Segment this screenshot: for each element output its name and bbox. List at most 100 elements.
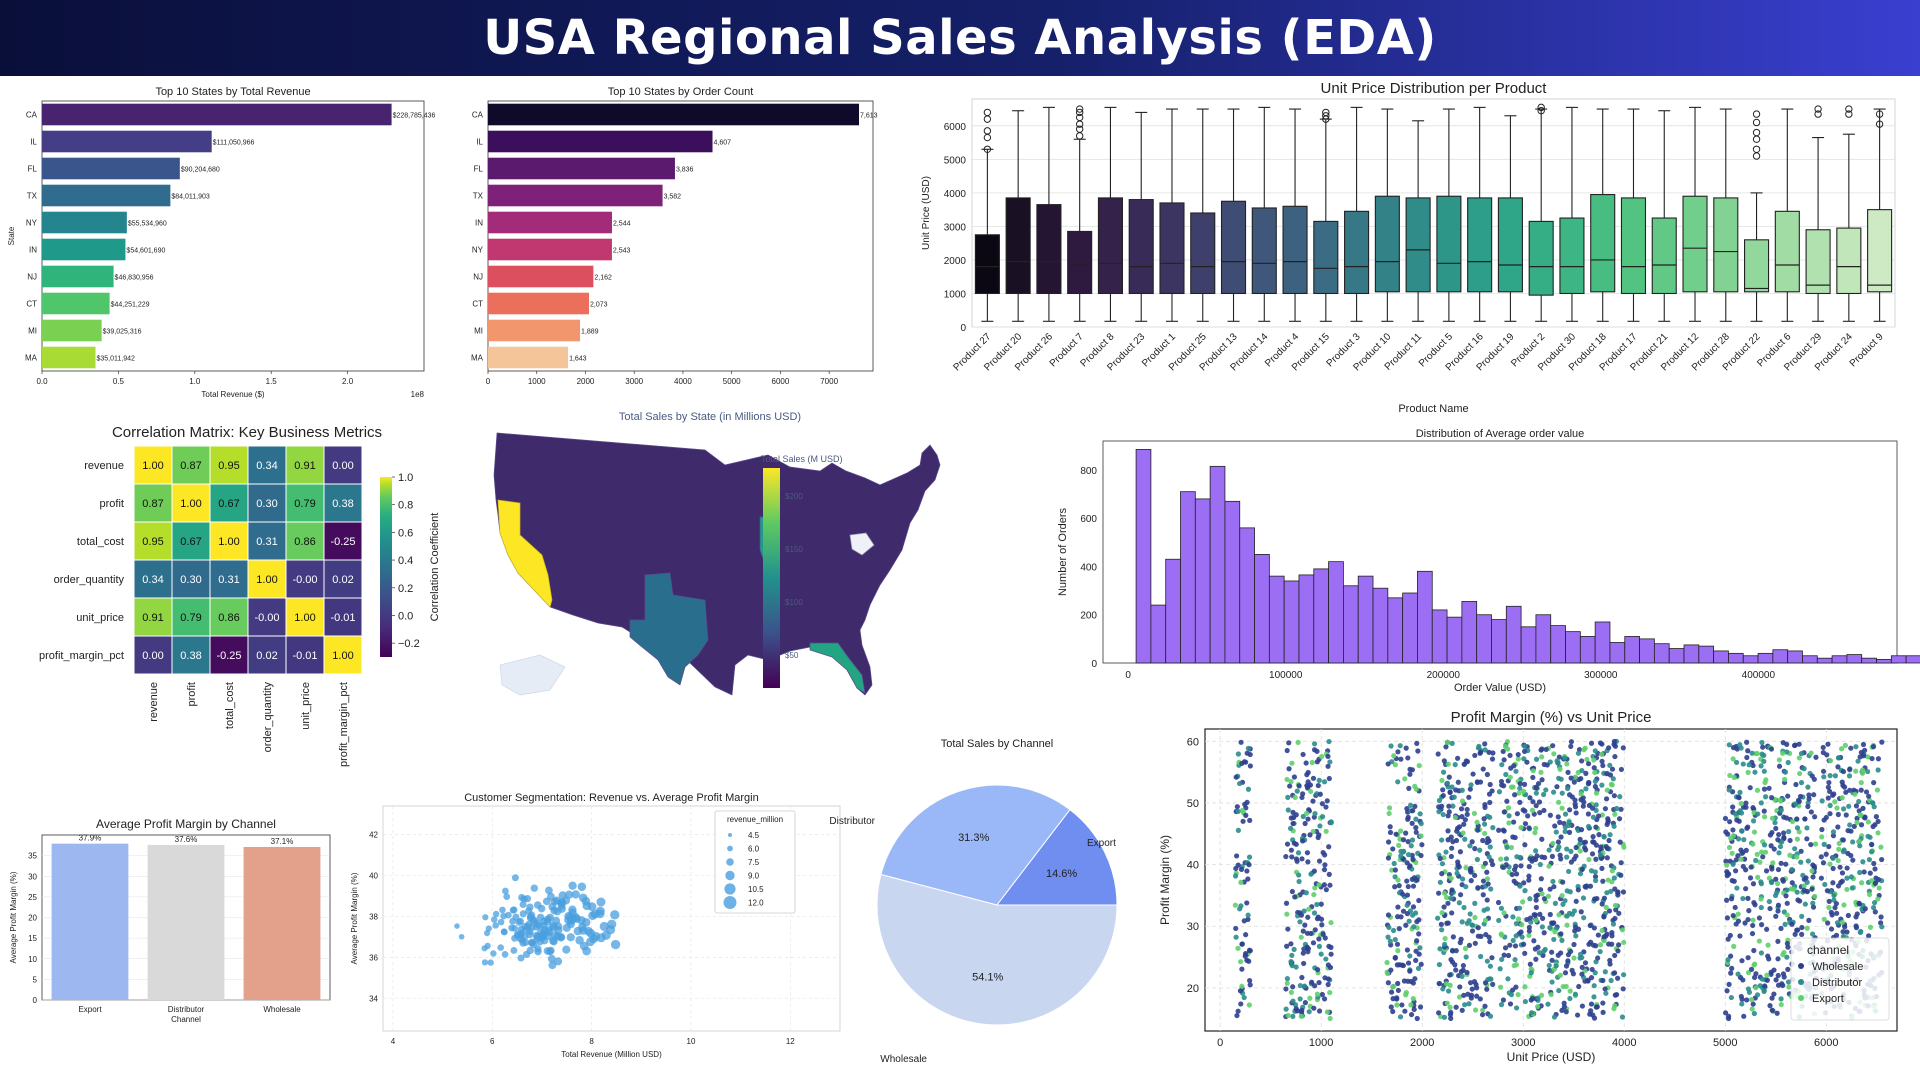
price-margin-point <box>1321 867 1328 873</box>
price-margin-point <box>1835 811 1841 818</box>
histogram-y-tick-label: 200 <box>1080 611 1097 622</box>
price-margin-point <box>1615 889 1621 895</box>
price-margin-point <box>1474 819 1480 825</box>
price-margin-point <box>1466 1001 1472 1007</box>
segmentation-legend-marker <box>725 870 735 881</box>
price-margin-point <box>1517 854 1523 860</box>
price-margin-point <box>1724 869 1730 875</box>
price-margin-point <box>1562 970 1569 976</box>
boxplot-box <box>1251 207 1277 295</box>
price-margin-point <box>1602 969 1608 975</box>
price-margin-point <box>1775 902 1782 908</box>
price-margin-point <box>1592 970 1598 976</box>
price-margin-point <box>1516 790 1522 796</box>
price-margin-point <box>1503 856 1510 862</box>
segmentation-point <box>490 950 497 957</box>
price-margin-point <box>1486 749 1492 755</box>
histogram-y-axis-label: Number of Orders <box>1057 507 1069 596</box>
price-margin-point <box>1726 844 1733 851</box>
price-margin-point <box>1603 990 1609 996</box>
price-margin-point <box>1733 857 1740 863</box>
price-margin-point <box>1440 769 1447 775</box>
price-margin-point <box>1610 921 1617 927</box>
price-margin-point <box>1312 885 1318 891</box>
price-margin-point <box>1550 878 1556 885</box>
price-margin-point <box>1320 931 1326 937</box>
price-margin-point <box>1821 817 1827 823</box>
heatmap-cell <box>247 559 287 599</box>
price-margin-point <box>1533 848 1539 854</box>
segmentation-legend-marker <box>728 833 732 837</box>
price-margin-point <box>1439 910 1445 916</box>
price-margin-point <box>1517 781 1523 787</box>
price-margin-point <box>1471 810 1477 817</box>
map-colorbar <box>763 468 780 688</box>
price-margin-point <box>1730 833 1736 839</box>
price-margin-point <box>1561 1004 1567 1010</box>
price-margin-point <box>1792 931 1798 937</box>
price-margin-point <box>1406 918 1412 924</box>
price-margin-point <box>1600 977 1606 984</box>
price-margin-point <box>1484 958 1490 964</box>
price-margin-point <box>1597 740 1604 746</box>
price-margin-point <box>1409 837 1416 843</box>
price-margin-point <box>1590 942 1597 948</box>
price-margin-point <box>1551 920 1557 926</box>
price-margin-point <box>1614 805 1620 812</box>
price-margin-point <box>1239 807 1245 814</box>
price-margin-point <box>1447 1004 1453 1010</box>
price-margin-point <box>1610 776 1616 782</box>
price-margin-point <box>1441 1014 1448 1020</box>
price-margin-point <box>1801 883 1807 889</box>
price-margin-point <box>1387 829 1394 836</box>
price-margin-point <box>1472 752 1478 759</box>
header-banner: USA Regional Sales Analysis (EDA) <box>0 0 1920 76</box>
price-margin-point <box>1545 893 1552 899</box>
price-margin-point <box>1405 816 1411 822</box>
price-margin-point <box>1825 920 1831 926</box>
revenue-by-state-chart: Top 10 States by Total Revenue CA $228,785… <box>0 80 450 399</box>
price-margin-point <box>1808 750 1814 756</box>
price-margin-point <box>1232 873 1239 879</box>
price-margin-point <box>1551 1014 1558 1020</box>
price-margin-point <box>1784 900 1790 906</box>
order-count-chart-bar <box>488 238 612 261</box>
price-margin-point <box>1291 840 1297 846</box>
order-count-chart-category-label: FL <box>474 165 484 174</box>
price-margin-point <box>1729 965 1735 971</box>
price-margin-point <box>1526 928 1532 934</box>
price-margin-point <box>1394 962 1400 968</box>
price-margin-point <box>1480 878 1487 884</box>
revenue-chart-bar <box>42 130 212 153</box>
price-margin-point <box>1302 1000 1308 1006</box>
histogram-bar <box>1461 601 1478 664</box>
price-margin-point <box>1398 914 1404 920</box>
boxplot-outlier <box>1537 107 1545 115</box>
price-margin-point <box>1778 807 1784 813</box>
boxplot-box <box>1559 217 1585 295</box>
price-margin-legend-label: Distributor <box>1812 977 1862 989</box>
price-margin-point <box>1789 921 1795 927</box>
price-margin-point <box>1409 767 1416 773</box>
price-margin-point <box>1616 910 1622 916</box>
price-margin-point <box>1826 904 1832 911</box>
price-margin-point <box>1585 823 1592 830</box>
histogram-x-tick-label: 100000 <box>1269 670 1303 681</box>
map-colorbar-tick-label: $50 <box>785 651 799 660</box>
segmentation-point <box>501 951 509 958</box>
price-margin-point <box>1469 839 1475 845</box>
price-margin-point <box>1745 769 1751 775</box>
heatmap-cell-label: 0.38 <box>332 498 353 510</box>
price-margin-point <box>1409 820 1415 826</box>
price-margin-point <box>1327 1015 1333 1022</box>
price-margin-point <box>1749 1006 1755 1012</box>
price-margin-point <box>1403 992 1409 998</box>
price-margin-point <box>1297 996 1303 1002</box>
price-margin-point <box>1744 754 1750 761</box>
price-margin-point <box>1794 836 1801 842</box>
price-margin-point <box>1417 1004 1424 1010</box>
price-margin-point <box>1290 820 1296 827</box>
price-margin-point <box>1474 985 1480 991</box>
price-margin-point <box>1393 831 1399 837</box>
price-margin-point <box>1550 789 1557 795</box>
